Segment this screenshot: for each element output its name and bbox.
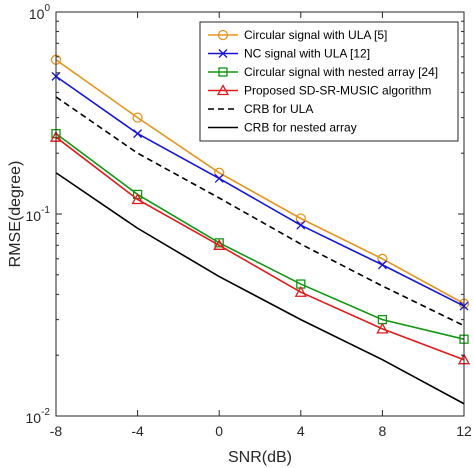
- series-line: [55, 59, 465, 305]
- data-point-marker: [213, 238, 226, 250]
- x-tick-label: 12: [456, 423, 472, 439]
- legend-label: CRB for nested array: [244, 121, 357, 135]
- series-4: [55, 96, 465, 327]
- y-tick-label: 100: [29, 3, 51, 22]
- x-tick-label: -8: [50, 423, 63, 439]
- series-layer: [49, 54, 471, 405]
- legend: Circular signal with ULA [5] NC signal wi…: [199, 21, 459, 142]
- x-tick-label: 8: [379, 423, 387, 439]
- data-point-marker: [214, 173, 224, 183]
- legend-entry: Circular signal with ULA [5]: [208, 28, 387, 42]
- x-tick-label: -4: [131, 423, 144, 439]
- series-line: [55, 136, 465, 361]
- data-point-marker: [131, 193, 144, 205]
- legend-label: Circular signal with ULA [5]: [244, 28, 387, 42]
- legend-entry: Proposed SD-SR-MUSIC algorithm: [208, 84, 431, 98]
- data-point-marker: [132, 189, 143, 200]
- data-point-marker: [377, 260, 387, 270]
- x-axis: -8 -4 0 4 8 12: [50, 12, 472, 439]
- data-point-marker: [296, 220, 306, 230]
- legend-label: CRB for ULA: [244, 102, 313, 116]
- x-tick-label: 0: [215, 423, 223, 439]
- data-point-marker: [294, 285, 307, 297]
- data-point-marker: [214, 167, 225, 178]
- data-point-marker: [295, 213, 306, 224]
- legend-marker: [218, 49, 228, 58]
- series-3: [49, 130, 471, 365]
- legend-marker: [218, 67, 228, 77]
- y-tick-label: 10-2: [26, 407, 51, 426]
- legend-entry: CRB for nested array: [208, 121, 357, 135]
- legend-entry: NC signal with ULA [12]: [208, 47, 370, 61]
- legend-entry: CRB for ULA: [208, 102, 313, 116]
- legend-marker: [217, 29, 229, 41]
- series-line: [55, 96, 465, 327]
- series-5: [55, 172, 465, 405]
- legend-entry: Circular signal with nested array [24]: [208, 65, 438, 79]
- data-point-marker: [132, 112, 143, 123]
- data-point-marker: [133, 129, 143, 139]
- y-axis-title: RMSE(degree): [7, 161, 24, 268]
- data-point-marker: [376, 322, 389, 334]
- y-tick-label: 10-1: [26, 205, 51, 224]
- plot-frame: [55, 11, 465, 417]
- legend-box: [199, 21, 459, 142]
- series-line: [55, 132, 465, 340]
- legend-label: NC signal with ULA [12]: [244, 47, 370, 61]
- legend-label: Circular signal with nested array [24]: [244, 65, 438, 79]
- y-axis: 100 10-1 10-2: [26, 3, 464, 426]
- legend-label: Proposed SD-SR-MUSIC algorithm: [244, 84, 431, 98]
- x-tick-label: 4: [297, 423, 305, 439]
- x-axis-title: SNR(dB): [228, 449, 292, 466]
- legend-marker: [216, 84, 230, 96]
- series-line: [55, 75, 465, 307]
- series-line: [55, 172, 465, 405]
- data-point-marker: [377, 253, 388, 264]
